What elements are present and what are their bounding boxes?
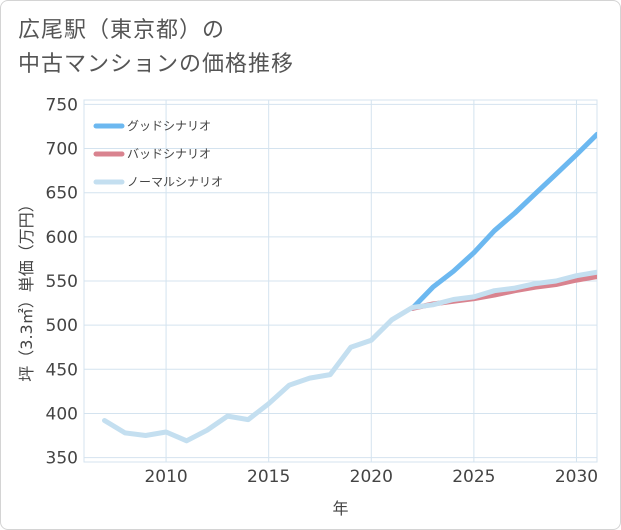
x-tick-label: 2010 bbox=[144, 467, 187, 487]
y-tick-label: 700 bbox=[46, 140, 78, 160]
series-line-good bbox=[409, 131, 597, 311]
y-tick-label: 400 bbox=[46, 404, 78, 424]
y-tick-label: 550 bbox=[46, 272, 78, 292]
x-tick-label: 2030 bbox=[555, 467, 598, 487]
series-line-normal bbox=[102, 269, 597, 444]
y-tick-label: 600 bbox=[46, 228, 78, 248]
series-lines bbox=[102, 131, 597, 444]
chart-title-line-2: 中古マンションの価格推移 bbox=[18, 52, 295, 77]
y-tick-label: 750 bbox=[46, 95, 78, 115]
y-tick-label: 500 bbox=[46, 316, 78, 336]
chart-title-line-1: 広尾駅（東京都）の bbox=[18, 18, 226, 43]
x-axis-label: 年 bbox=[332, 499, 348, 518]
y-tick-label: 450 bbox=[46, 360, 78, 380]
grid-lines bbox=[83, 99, 598, 463]
legend-label-normal: ノーマルシナリオ bbox=[127, 175, 223, 189]
x-tick-label: 2025 bbox=[452, 467, 495, 487]
y-tick-label: 650 bbox=[46, 184, 78, 204]
x-tick-label: 2020 bbox=[350, 467, 393, 487]
y-axis-label: 坪（3.3㎡）単価（万円） bbox=[17, 196, 36, 381]
y-tick-label: 350 bbox=[46, 449, 78, 469]
x-tick-label: 2015 bbox=[247, 467, 290, 487]
legend-label-bad: バッドシナリオ bbox=[127, 147, 211, 161]
axis-ticks: 350 400 450 500 550 600 650 700 750 2010 2015 2020 2… bbox=[46, 95, 599, 487]
chart-title: 広尾駅（東京都）の 中古マンションの価格推移 bbox=[18, 14, 294, 82]
legend-label-good: グッドシナリオ bbox=[127, 119, 211, 133]
